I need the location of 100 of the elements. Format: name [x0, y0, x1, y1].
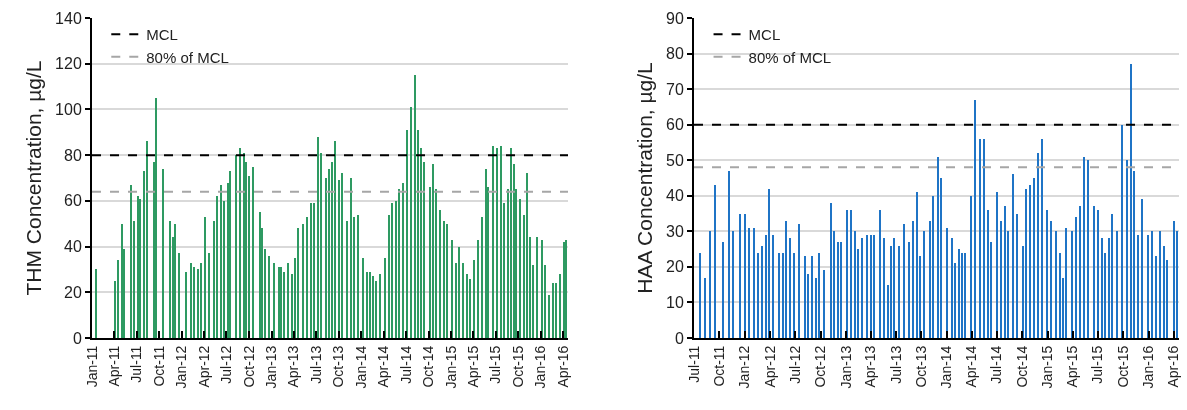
bar	[121, 224, 123, 338]
bar	[861, 238, 863, 338]
bar	[384, 258, 386, 338]
x-tick-label: Apr-16	[554, 345, 571, 388]
bar	[1163, 246, 1165, 338]
x-tick-label: Jan-13	[837, 345, 854, 389]
y-tick-label: 30	[666, 222, 684, 240]
bar	[1037, 153, 1039, 338]
bar	[916, 192, 918, 338]
y-tick-label: 40	[666, 187, 684, 205]
x-tick-label: Oct-12	[240, 345, 257, 388]
x-tick-label: Jul-11	[128, 345, 145, 383]
x-tick-label: Oct-11	[150, 345, 167, 387]
bar	[1151, 231, 1153, 338]
bar	[500, 146, 502, 338]
bar	[804, 256, 806, 338]
bar	[1121, 125, 1123, 338]
bar	[1130, 64, 1132, 338]
bar	[190, 263, 192, 338]
bar	[139, 199, 141, 338]
y-tick-label: 120	[55, 55, 82, 73]
y-tick-label: 50	[666, 151, 684, 169]
x-tick-label: Oct-14	[420, 345, 437, 388]
bar	[937, 157, 939, 338]
bar	[714, 185, 716, 338]
x-tick-label: Jul-13	[307, 345, 324, 384]
bar	[1159, 231, 1161, 338]
y-tick-label: 60	[64, 192, 82, 210]
x-tick-label: Oct-13	[912, 345, 929, 388]
bar	[1000, 221, 1002, 338]
bar	[1116, 231, 1118, 338]
bar	[1029, 185, 1031, 338]
x-tick-label: Jan-12	[736, 345, 753, 389]
bar	[840, 242, 842, 338]
bar	[259, 212, 261, 338]
bar	[391, 203, 393, 338]
bar	[458, 247, 460, 338]
y-tick-label: 80	[666, 45, 684, 63]
bar	[541, 240, 543, 338]
x-tick-label: Jul-15	[487, 345, 504, 384]
bar	[1126, 160, 1128, 338]
bar	[1033, 178, 1035, 338]
bar	[155, 98, 157, 338]
bar	[739, 214, 741, 338]
bar	[951, 238, 953, 338]
bar	[1083, 157, 1085, 338]
x-tick-label: Jul-12	[786, 345, 803, 384]
bar	[559, 274, 561, 338]
bar	[728, 171, 730, 338]
y-tick-label: 100	[55, 101, 82, 119]
y-tick-label: 40	[64, 238, 82, 256]
x-tick-label: Apr-14	[963, 345, 980, 388]
bar	[555, 283, 557, 338]
bar	[1093, 206, 1095, 338]
bar	[410, 107, 412, 338]
bar	[987, 210, 989, 338]
bar	[169, 221, 171, 338]
bar	[117, 260, 119, 338]
x-tick-label: Apr-13	[285, 345, 302, 388]
bar	[473, 260, 475, 338]
bar	[883, 238, 885, 338]
x-tick-label: Apr-11	[105, 345, 122, 387]
bar	[970, 196, 972, 338]
bar	[768, 189, 770, 338]
bar	[216, 196, 218, 338]
bar	[1065, 228, 1067, 338]
bar	[439, 210, 441, 338]
bar	[1141, 199, 1143, 338]
x-tick-label: Jan-14	[353, 345, 370, 389]
bar	[346, 221, 348, 338]
x-tick-label: Oct-12	[812, 345, 829, 388]
bar	[519, 199, 521, 338]
bar	[1046, 210, 1048, 338]
bar	[510, 148, 512, 338]
x-tick-label: Apr-12	[195, 345, 212, 388]
bar	[229, 171, 231, 338]
bar	[1055, 231, 1057, 338]
bar	[748, 228, 750, 338]
x-tick-label: Apr-13	[862, 345, 879, 388]
bar	[174, 224, 176, 338]
bar	[252, 167, 254, 338]
bar	[1137, 235, 1139, 338]
bar	[961, 253, 963, 338]
x-tick-label: Jul-11	[685, 345, 702, 383]
bar	[235, 155, 237, 338]
x-tick-label: Apr-15	[1064, 345, 1081, 388]
x-tick-label: Apr-15	[464, 345, 481, 388]
bar	[317, 137, 319, 338]
x-tick-label: Jan-16	[1140, 345, 1157, 389]
bar	[1050, 221, 1052, 338]
bar	[732, 231, 734, 338]
bar	[798, 224, 800, 338]
x-tick-label: Jul-15	[1089, 345, 1106, 384]
bar	[208, 253, 210, 338]
bar	[1041, 139, 1043, 338]
bar	[302, 224, 304, 338]
bar	[492, 146, 494, 338]
bar	[866, 235, 868, 338]
bar	[772, 235, 774, 338]
bar	[983, 139, 985, 338]
